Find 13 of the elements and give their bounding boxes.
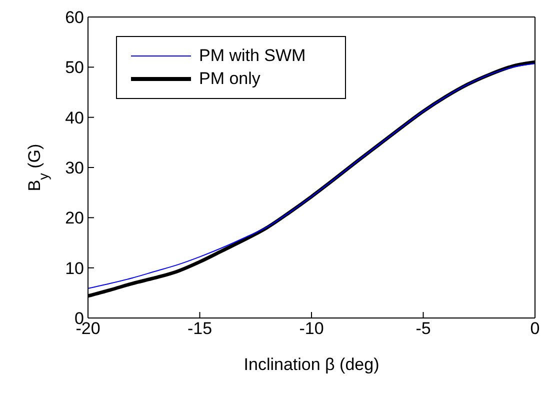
y-tick-label: 50 [65, 58, 84, 78]
y-tick-label: 20 [65, 208, 84, 228]
x-tick-label: -10 [299, 319, 324, 338]
y-tick-label: 30 [65, 158, 84, 178]
y-tick-label: 60 [65, 8, 84, 28]
x-tick-label: 0 [530, 319, 540, 338]
x-tick-label: -15 [187, 319, 212, 338]
legend-label: PM only [199, 69, 260, 89]
y-tick-label: 40 [65, 108, 84, 128]
y-tick-label: 10 [65, 258, 84, 278]
x-axis-title: Inclination β (deg) [244, 355, 380, 374]
legend-label: PM with SWM [199, 46, 306, 66]
x-tick-label: -5 [416, 319, 431, 338]
